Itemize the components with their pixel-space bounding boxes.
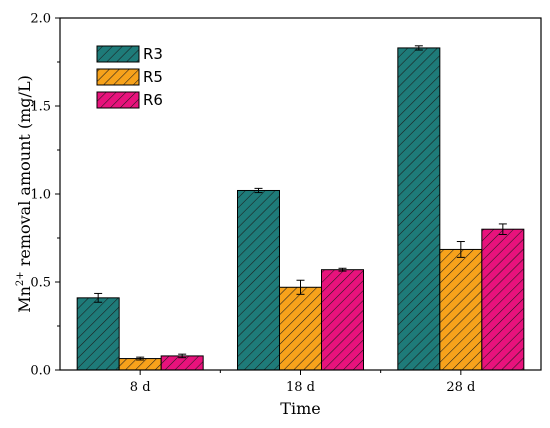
- bar-R6-18d: [321, 269, 364, 371]
- x-tick-label: 28 d: [446, 380, 475, 395]
- y-tick-label: 0.5: [30, 276, 51, 291]
- legend-swatch: [96, 91, 140, 109]
- y-axis-label-main: Mn: [15, 286, 34, 313]
- error-bar-R5-8d: [136, 356, 145, 361]
- legend-label: R5: [143, 68, 163, 86]
- y-tick-label: 0.0: [30, 364, 51, 379]
- bars-layer: [76, 47, 525, 371]
- y-tick-label: 1.0: [30, 188, 51, 203]
- legend: R3 R5 R6: [96, 45, 163, 109]
- x-tick-label: 18 d: [286, 380, 315, 395]
- error-bar-R5-28d: [456, 241, 465, 258]
- legend-swatch: [96, 68, 140, 86]
- y-axis: 0.0 0.5 1.0 1.5 2.0: [30, 12, 60, 379]
- y-tick-label: 1.5: [30, 100, 51, 115]
- bar-R3-28d: [397, 47, 441, 371]
- error-bars-layer: [94, 45, 507, 361]
- legend-swatch: [96, 45, 140, 63]
- legend-item-R5: R5: [96, 68, 163, 86]
- legend-item-R3: R3: [96, 45, 163, 63]
- legend-item-R6: R6: [96, 91, 163, 109]
- y-tick-label: 2.0: [30, 12, 51, 27]
- x-axis: 8 d 18 d 28 d: [130, 370, 475, 395]
- legend-label: R6: [143, 91, 163, 109]
- bar-R3-8d: [76, 297, 120, 371]
- y-axis-label-rest: removal amount (mg/L): [15, 75, 34, 271]
- bar-R5-18d: [279, 286, 322, 371]
- bar-R5-28d: [439, 248, 483, 371]
- y-axis-label-sup: 2+: [15, 271, 26, 286]
- error-bar-R6-28d: [498, 223, 507, 235]
- bar-R3-18d: [237, 189, 280, 371]
- error-bar-R6-18d: [338, 267, 347, 272]
- error-bar-R5-18d: [296, 279, 305, 295]
- x-tick-label: 8 d: [130, 380, 151, 395]
- legend-label: R3: [143, 45, 163, 63]
- x-axis-label: Time: [280, 399, 320, 418]
- error-bar-R3-8d: [94, 292, 103, 303]
- bar-R6-28d: [481, 228, 525, 371]
- error-bar-R6-8d: [178, 353, 187, 359]
- error-bar-R3-18d: [254, 187, 263, 194]
- error-bar-R3-28d: [414, 45, 423, 51]
- y-axis-label: Mn2+ removal amount (mg/L): [15, 75, 34, 313]
